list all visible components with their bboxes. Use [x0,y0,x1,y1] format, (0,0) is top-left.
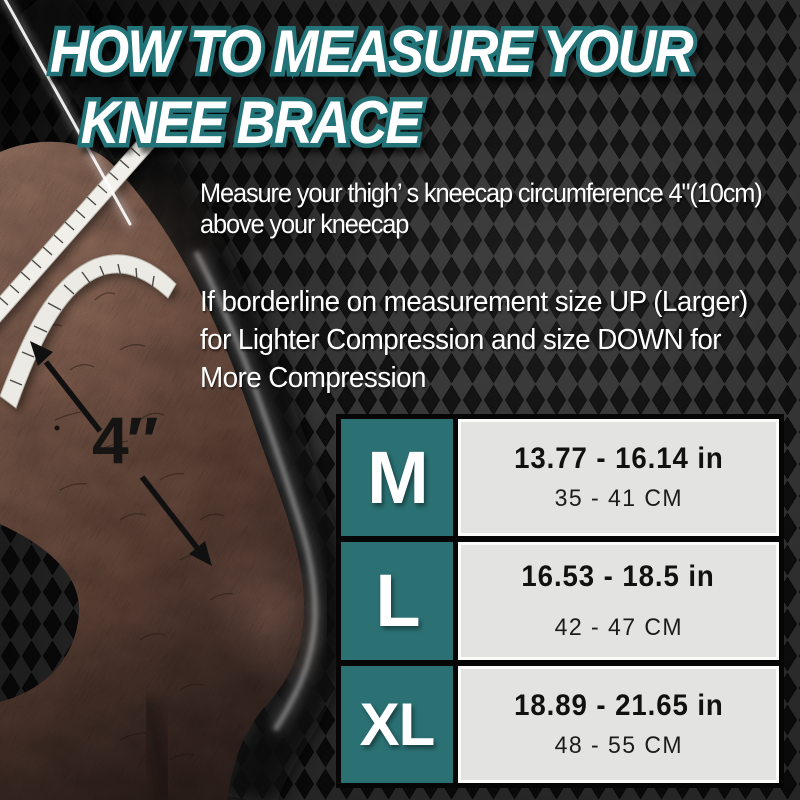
size-values-xl: 18.89 - 21.65 in 48 - 55 CM [458,665,779,783]
measuring-tape [0,123,180,413]
page-title-line-2: KNEE BRACE [77,85,426,161]
instruction-sizing-line-2: for Lighter Compression and size DOWN fo… [200,324,722,356]
size-values-l: 16.53 - 18.5 in 42 - 47 CM [458,542,779,660]
size-chart: M 13.77 - 16.14 in 35 - 41 CM L 16.53 - … [336,414,784,788]
measure-arrow-up-icon [30,341,103,433]
size-xl-cm: 48 - 55 CM [554,731,683,759]
size-row-m: M 13.77 - 16.14 in 35 - 41 CM [341,419,779,537]
size-row-l: L 16.53 - 18.5 in 42 - 47 CM [341,542,779,660]
size-badge-m: M [341,419,453,537]
size-badge-l: L [341,542,453,660]
size-badge-xl: XL [341,665,453,783]
instruction-measure-line-2: above your kneecap [200,209,409,239]
instruction-measure-line-1: Measure your thigh’ s kneecap circumfere… [200,178,763,208]
size-m-inches: 13.77 - 16.14 in [513,442,724,476]
instruction-sizing-line-1: If borderline on measurement size UP (La… [200,286,748,318]
size-l-inches: 16.53 - 18.5 in [521,559,716,593]
size-l-cm: 42 - 47 CM [554,613,683,641]
measure-label: 4″ [92,403,158,477]
light-streak [0,0,137,229]
size-m-cm: 35 - 41 CM [554,485,683,513]
size-xl-inches: 18.89 - 21.65 in [513,688,724,722]
measure-arrow-down-icon [139,475,212,566]
page-title-line-1: HOW TO MEASURE YOUR [46,14,698,90]
instruction-sizing-line-3: More Compression [200,362,427,394]
size-row-xl: XL 18.89 - 21.65 in 48 - 55 CM [341,665,779,783]
page-title: HOW TO MEASURE YOUR KNEE BRACE [46,14,698,161]
instruction-sizing: If borderline on measurement size UP (La… [200,283,748,397]
size-values-m: 13.77 - 16.14 in 35 - 41 CM [458,419,779,537]
instruction-measure: Measure your thigh’ s kneecap circumfere… [200,178,763,240]
